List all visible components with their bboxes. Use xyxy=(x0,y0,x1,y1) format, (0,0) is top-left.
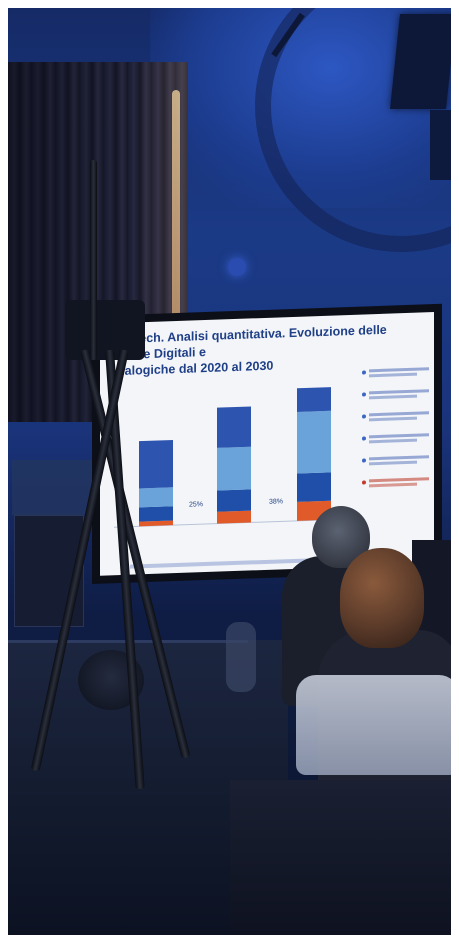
note-text-line xyxy=(369,389,429,395)
white-chair xyxy=(296,675,459,775)
bullet-icon xyxy=(362,436,366,441)
slide-note-item xyxy=(362,432,434,444)
presentation-screen: nsurfech. Analisi quantitativa. Evoluzio… xyxy=(92,303,442,584)
slide-note-item xyxy=(362,454,434,466)
note-text-line xyxy=(369,394,417,400)
bar-segment-2030-1 xyxy=(297,472,331,502)
tripod-pole xyxy=(90,160,97,360)
stacked-bar-chart: 25% 38% xyxy=(114,387,350,528)
note-text-line xyxy=(369,455,429,461)
warm-light-strip xyxy=(172,90,180,350)
bar-segment-2025-2 xyxy=(217,446,251,491)
note-text-line xyxy=(369,477,429,483)
bar-segment-2030-3 xyxy=(297,387,331,412)
note-text-line xyxy=(369,416,417,422)
bar-segment-2025-0 xyxy=(217,510,251,524)
wall-lamp xyxy=(228,258,246,276)
audience-member-head xyxy=(340,548,424,648)
note-text-line xyxy=(369,411,429,417)
note-text-line xyxy=(369,482,417,488)
bullet-icon xyxy=(362,414,366,419)
floor xyxy=(230,780,459,935)
tripod-leg xyxy=(30,349,129,772)
bullet-icon xyxy=(362,458,366,463)
slide-notes xyxy=(362,366,434,519)
laptop-screen xyxy=(12,460,92,515)
camera-tripod xyxy=(20,150,240,790)
bar-segment-2030-2 xyxy=(297,410,331,474)
bar-segment-2020-2 xyxy=(139,487,173,508)
bar-segment-2025-1 xyxy=(217,489,251,512)
note-text-line xyxy=(369,372,417,378)
bar-segment-2020-0 xyxy=(139,520,173,527)
slide-note-item xyxy=(362,410,434,422)
note-text-line xyxy=(369,367,429,373)
bullet-icon xyxy=(362,370,366,375)
camera-head xyxy=(65,300,145,360)
slide-note-item xyxy=(362,366,434,378)
bullet-icon xyxy=(362,480,366,485)
chair-back xyxy=(226,622,256,692)
note-text-line xyxy=(369,438,417,444)
note-text-line xyxy=(369,460,417,466)
chart-annotation: 25% xyxy=(189,501,203,508)
note-text-line xyxy=(369,433,429,439)
hanging-speaker xyxy=(390,14,456,109)
bullet-icon xyxy=(362,392,366,397)
bar-segment-2025-3 xyxy=(217,406,251,448)
bar-segment-2020-1 xyxy=(139,506,173,522)
slide: nsurfech. Analisi quantitativa. Evoluzio… xyxy=(100,312,434,576)
slide-note-item xyxy=(362,476,434,488)
chart-annotation: 38% xyxy=(269,498,283,505)
bar-segment-2020-3 xyxy=(139,439,173,489)
wall-speaker xyxy=(430,110,455,180)
slide-note-item xyxy=(362,388,434,400)
